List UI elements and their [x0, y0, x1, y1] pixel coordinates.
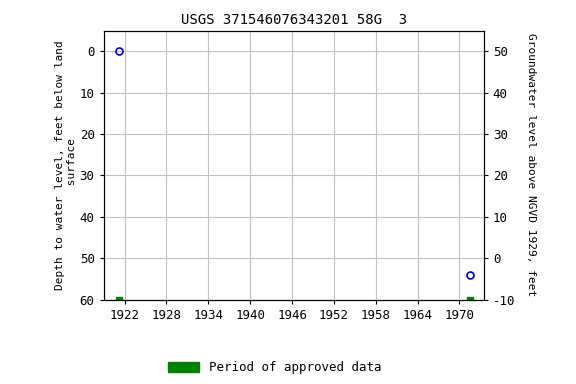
Legend: Period of approved data: Period of approved data [163, 356, 386, 379]
Y-axis label: Depth to water level, feet below land
 surface: Depth to water level, feet below land su… [55, 40, 77, 290]
Y-axis label: Groundwater level above NGVD 1929, feet: Groundwater level above NGVD 1929, feet [526, 33, 536, 297]
Title: USGS 371546076343201 58G  3: USGS 371546076343201 58G 3 [181, 13, 407, 27]
